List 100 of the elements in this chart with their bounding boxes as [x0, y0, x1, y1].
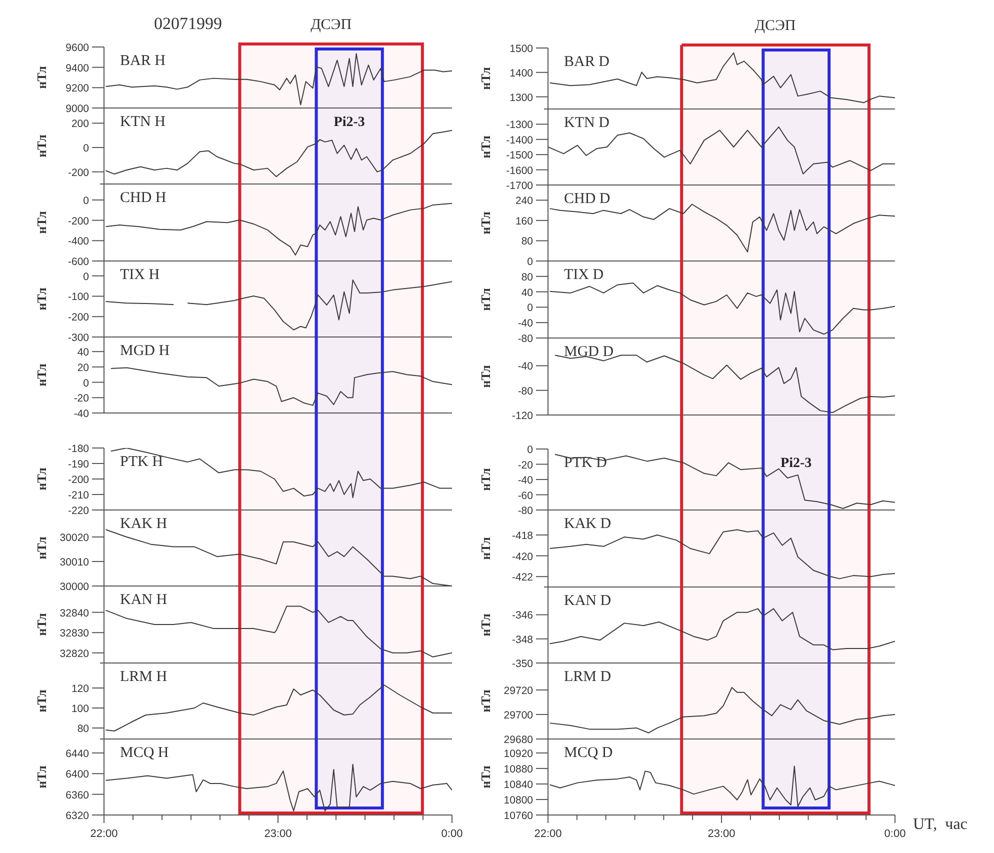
line-series: [105, 529, 452, 586]
y-tick-label: -1400: [506, 134, 534, 146]
x-tick-label: 22:00: [90, 828, 118, 840]
chart-title: MGD H: [120, 343, 170, 359]
y-tick-label: -420: [512, 550, 534, 563]
y-tick-label: 0: [527, 302, 534, 314]
y-tick-label: 9600: [66, 42, 90, 54]
chart-title: LRM H: [120, 669, 168, 685]
y-tick-label: -1500: [506, 150, 534, 162]
y-tick-label: 6400: [66, 768, 90, 781]
chart-title: KAK H: [120, 516, 168, 532]
y-tick-label: -40: [518, 360, 534, 373]
y-tick-label: 0: [527, 444, 534, 456]
chart-title: PTK H: [120, 454, 164, 470]
y-tick-label: -120: [512, 410, 534, 422]
y-tick-label: 10880: [504, 763, 534, 776]
y-axis-title: нТл: [34, 66, 49, 89]
y-axis-title: нТл: [34, 536, 49, 560]
line-series: [554, 454, 895, 509]
line-series: [549, 204, 895, 252]
band-label: Pi2-3: [780, 456, 812, 471]
y-tick-label: -1600: [506, 164, 534, 177]
y-tick-label: -180: [68, 443, 90, 455]
y-tick-label: 29700: [504, 709, 534, 722]
y-tick-label: 29680: [504, 734, 534, 746]
y-tick-label: -418: [512, 530, 534, 542]
y-tick-label: -190: [68, 458, 90, 470]
y-axis-title: нТл: [478, 212, 493, 234]
chart-title: KAK D: [564, 516, 612, 532]
x-axis-title: UT, час: [913, 816, 968, 833]
y-tick-label: 1300: [510, 92, 534, 104]
y-tick-label: -350: [512, 658, 534, 670]
line-series: [105, 764, 452, 812]
line-series: [105, 130, 452, 178]
y-tick-label: 10840: [504, 778, 534, 791]
y-axis-title: нТл: [34, 690, 49, 712]
y-axis-title: нТл: [478, 614, 493, 636]
y-axis-title: нТл: [34, 613, 49, 636]
y-tick-label: 0: [83, 142, 90, 155]
y-tick-label: 6320: [66, 810, 90, 822]
y-tick-label: -80: [518, 333, 534, 345]
line-series: [105, 53, 452, 106]
y-axis-title: нТл: [478, 288, 493, 311]
line-series: [549, 529, 895, 580]
y-axis-title: нТл: [34, 134, 49, 158]
y-tick-label: 10800: [504, 794, 534, 806]
line-series: [105, 202, 452, 256]
y-tick-label: 6360: [66, 789, 90, 802]
x-tick-label: 0:00: [884, 828, 906, 840]
chart-title: TIX H: [120, 267, 160, 283]
y-tick-label: 1400: [510, 67, 534, 80]
x-tick-label: 23:00: [264, 828, 292, 840]
y-tick-label: -40: [518, 318, 534, 330]
line-series: [105, 684, 452, 732]
line-series: [549, 766, 895, 807]
y-tick-label: 30020: [60, 532, 90, 544]
y-tick-label: 30010: [60, 556, 90, 568]
chart-title: CHD D: [564, 191, 610, 207]
chart-title: BAR D: [564, 54, 610, 70]
y-tick-label: 29720: [504, 684, 534, 697]
y-tick-label: 100: [71, 703, 90, 715]
chart-title: BAR H: [120, 53, 166, 69]
y-tick-label: 120: [71, 683, 90, 695]
y-axis-title: нТл: [34, 468, 49, 490]
y-tick-label: -200: [68, 312, 90, 324]
y-tick-label: 0: [83, 377, 90, 390]
y-tick-label: -300: [68, 332, 90, 344]
y-tick-label: -348: [512, 634, 534, 646]
y-axis-title: нТл: [478, 537, 493, 560]
y-axis-title: нТл: [478, 365, 493, 388]
y-tick-label: 10920: [504, 748, 534, 760]
chart-title: MCQ D: [564, 745, 613, 761]
line-series: [549, 282, 895, 335]
y-tick-label: 9400: [66, 62, 90, 74]
band-label: Pi2-3: [334, 115, 365, 130]
y-tick-label: 0: [527, 256, 534, 268]
band-label: ДСЭП: [310, 17, 352, 33]
y-tick-label: -210: [68, 490, 90, 502]
y-tick-label: 240: [515, 195, 534, 208]
y-tick-label: 6440: [66, 748, 90, 760]
y-tick-label: -40: [518, 474, 534, 486]
line-series: [549, 687, 895, 734]
y-tick-label: -1700: [506, 180, 534, 192]
y-tick-label: -200: [68, 215, 90, 228]
y-tick-label: -40: [74, 408, 90, 420]
chart-title: KAN H: [120, 592, 168, 608]
y-tick-label: -1300: [506, 119, 534, 132]
chart-title: TIX D: [564, 267, 604, 283]
chart-title: LRM D: [564, 669, 612, 685]
y-axis-title: нТл: [478, 136, 493, 158]
text: 02071999: [154, 14, 222, 33]
y-tick-label: -80: [518, 505, 534, 517]
line-series: [554, 354, 895, 414]
y-tick-label: -422: [512, 572, 534, 584]
y-tick-label: -220: [68, 505, 90, 517]
line-series: [549, 52, 895, 104]
line-series: [548, 126, 895, 174]
y-tick-label: -600: [68, 256, 90, 268]
y-tick-label: 200: [71, 118, 90, 130]
y-tick-label: -200: [68, 474, 90, 486]
